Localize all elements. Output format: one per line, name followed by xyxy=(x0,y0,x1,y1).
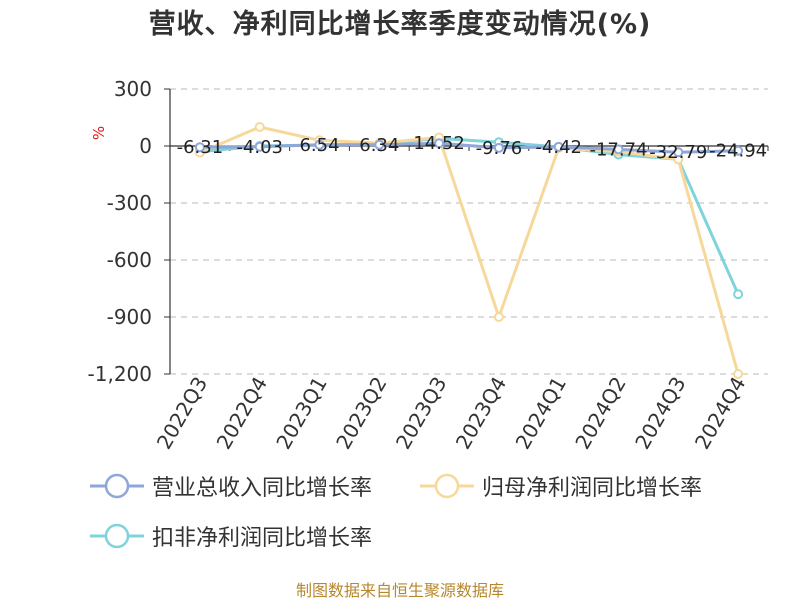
series-point[interactable] xyxy=(733,145,744,156)
x-tick-label: 2024Q1 xyxy=(511,373,571,454)
series-line xyxy=(199,141,739,154)
data-label: -9.76 xyxy=(476,138,523,159)
data-label: -24.94 xyxy=(709,141,767,162)
data-label: -4.42 xyxy=(535,137,582,158)
legend-symbol-net-profit-icon xyxy=(420,473,474,499)
data-label: -4.03 xyxy=(236,137,283,158)
data-label: 14.52 xyxy=(413,133,465,154)
x-tick-labels: 2022Q3 2022Q4 2023Q1 2023Q2 2023Q3 2023Q4 2024… xyxy=(152,372,751,453)
y-tick-label: -900 xyxy=(107,305,152,329)
y-tick-labels: 300 0 -300 -600 -900 -1,200 xyxy=(88,77,152,386)
series-point[interactable] xyxy=(254,141,265,152)
series-point[interactable] xyxy=(194,142,205,153)
series-point[interactable] xyxy=(673,147,684,158)
legend-label-deducted-net-profit: 扣非净利润同比增长率 xyxy=(152,526,373,551)
x-tick-label: 2023Q1 xyxy=(271,373,331,454)
data-label: -17.74 xyxy=(589,139,647,160)
data-label: -32.79 xyxy=(649,142,707,163)
legend-symbol-revenue-icon xyxy=(90,473,144,499)
x-tick-label: 2022Q3 xyxy=(152,373,212,454)
series-line xyxy=(199,125,740,375)
grid-lines xyxy=(164,88,768,375)
legend-label-revenue: 营业总收入同比增长率 xyxy=(152,476,373,501)
y-unit-label: % xyxy=(90,126,108,140)
y-tick-label: -600 xyxy=(107,248,152,272)
legend-item-net-profit[interactable]: 归母净利润同比增长率 xyxy=(418,470,702,502)
series-point[interactable] xyxy=(733,369,744,379)
y-tick-label: -1,200 xyxy=(88,362,152,386)
series-point[interactable] xyxy=(553,141,564,152)
series-point[interactable] xyxy=(613,144,624,155)
series-point[interactable] xyxy=(314,139,325,150)
series-point[interactable] xyxy=(254,122,265,132)
legend-symbol-deducted-net-profit-icon xyxy=(90,523,144,549)
y-tick-label: 300 xyxy=(114,77,152,101)
data-labels: -6.31 -4.03 6.54 6.34 14.52 -9.76 -4.42 -17.74-… xyxy=(177,133,768,163)
x-tick-label: 2023Q2 xyxy=(331,373,391,454)
series-point[interactable] xyxy=(434,138,445,149)
chart-title: 营收、净利同比增长率季度变动情况(%) xyxy=(148,9,652,40)
series-point[interactable] xyxy=(733,289,744,300)
y-tick-label: -300 xyxy=(107,191,152,215)
x-tick-label: 2023Q3 xyxy=(391,372,451,453)
x-tick-label: 2023Q4 xyxy=(451,373,511,454)
x-tick-label: 2024Q2 xyxy=(570,373,630,454)
legend-label-net-profit: 归母净利润同比增长率 xyxy=(482,476,703,501)
series-point[interactable] xyxy=(374,139,385,150)
source-note: 制图数据来自恒生聚源数据库 xyxy=(295,581,504,600)
x-tick-label: 2024Q3 xyxy=(630,373,690,454)
x-tick-label: 2022Q4 xyxy=(212,373,272,454)
x-tick-label: 2024Q4 xyxy=(690,373,750,454)
data-label: -6.31 xyxy=(177,137,224,158)
series-lines xyxy=(194,122,744,379)
series-point[interactable] xyxy=(493,142,504,153)
data-label: 6.54 xyxy=(299,135,339,156)
y-tick-label: 0 xyxy=(139,134,152,158)
legend-item-deducted-net-profit[interactable]: 扣非净利润同比增长率 xyxy=(88,520,372,552)
data-label: 6.34 xyxy=(359,135,399,156)
series-point[interactable] xyxy=(493,312,504,322)
legend-item-revenue[interactable]: 营业总收入同比增长率 xyxy=(88,470,372,502)
